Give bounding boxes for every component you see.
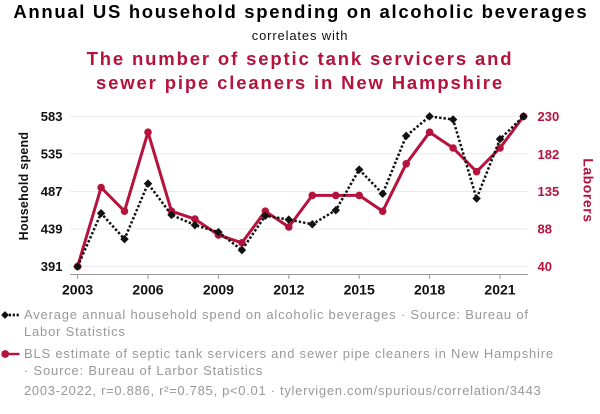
svg-text:230: 230 bbox=[538, 109, 560, 124]
svg-text:535: 535 bbox=[41, 147, 63, 162]
svg-text:2003: 2003 bbox=[62, 282, 93, 298]
svg-text:487: 487 bbox=[41, 184, 63, 199]
svg-text:Laborers: Laborers bbox=[580, 158, 596, 222]
svg-text:88: 88 bbox=[538, 221, 552, 236]
svg-text:583: 583 bbox=[41, 109, 63, 124]
svg-text:391: 391 bbox=[41, 259, 63, 274]
svg-text:439: 439 bbox=[41, 222, 63, 237]
svg-text:2009: 2009 bbox=[203, 282, 234, 298]
svg-text:40: 40 bbox=[538, 259, 552, 274]
svg-text:182: 182 bbox=[538, 147, 560, 162]
svg-text:2006: 2006 bbox=[132, 282, 163, 298]
svg-text:135: 135 bbox=[538, 184, 560, 199]
svg-text:2018: 2018 bbox=[414, 282, 445, 298]
svg-text:2021: 2021 bbox=[484, 282, 515, 298]
svg-text:Household spend: Household spend bbox=[17, 132, 31, 241]
svg-text:2015: 2015 bbox=[344, 282, 375, 298]
svg-text:2012: 2012 bbox=[273, 282, 304, 298]
